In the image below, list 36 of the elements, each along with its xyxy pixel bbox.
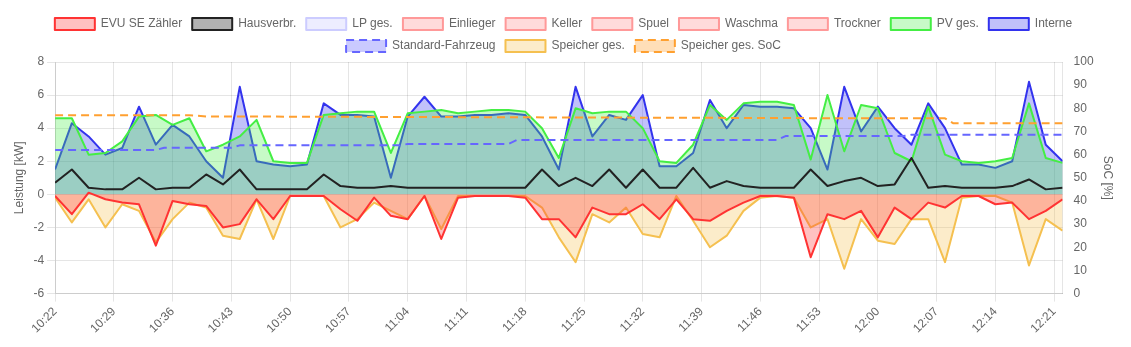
y-tick-label: 0 [37,186,45,201]
y2-tick-label: 80 [1073,100,1088,115]
legend-label: Waschma [724,16,779,31]
y-tick-label: 4 [37,120,45,135]
y2-tick-label: 100 [1073,54,1094,69]
legend-label: Spuel [638,16,669,31]
line-series [55,114,1063,125]
legend-label: Hausverbr. [238,16,297,31]
y2-tick-label: 50 [1073,170,1088,185]
y2-tick-label: 0 [1073,285,1081,300]
y2-tick-label: 90 [1073,77,1088,92]
legend-label: PV ges. [936,16,979,31]
y-tick-label: -2 [33,219,45,234]
legend-label: Interne [1034,16,1073,31]
y-tick-label: 8 [37,54,45,69]
y2-tick-label: 70 [1073,123,1088,138]
legend-label: Speicher ges. [551,38,625,53]
y-tick-label: 6 [37,87,45,102]
y2-axis-title: SoC [%] [1101,155,1116,200]
y-axis-title: Leistung [kW] [11,141,26,215]
y2-tick-label: 40 [1073,193,1088,208]
y2-tick-label: 10 [1073,262,1088,277]
y2-tick-label: 30 [1073,216,1088,231]
y2-tick-label: 60 [1073,146,1088,161]
legend-label: Standard-Fahrzeug [392,38,496,53]
y2-tick-label: 20 [1073,239,1088,254]
legend-label: Einlieger [448,16,496,31]
y-tick-label: -4 [33,252,45,267]
y-tick-label: 2 [37,153,45,168]
legend-label: EVU SE Zähler [100,16,183,31]
legend-label: Keller [551,16,583,31]
line-series [55,133,1063,151]
legend-label: LP ges. [352,16,393,31]
legend-label: Speicher ges. SoC [680,38,782,53]
y-tick-label: -6 [33,285,45,300]
legend-label: Trockner [833,16,881,31]
